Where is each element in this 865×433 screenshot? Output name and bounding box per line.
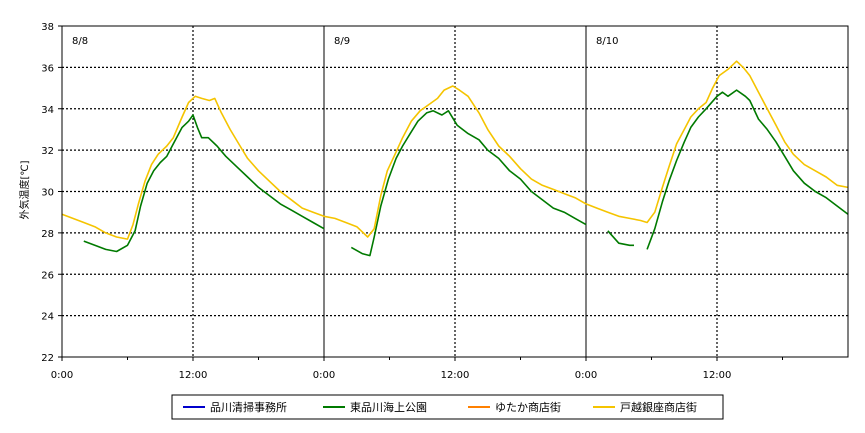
y-tick-label: 32 <box>41 146 54 157</box>
day-label: 8/8 <box>72 36 88 47</box>
x-tick-label: 0:00 <box>575 370 597 381</box>
y-axis-label: 外気温度[℃] <box>18 160 31 219</box>
y-tick-label: 28 <box>41 229 54 240</box>
y-tick-label: 26 <box>41 270 54 281</box>
y-tick-label: 22 <box>41 353 54 364</box>
legend-box <box>171 394 724 420</box>
y-tick-label: 38 <box>41 22 54 33</box>
day-label: 8/9 <box>334 36 350 47</box>
legend-label-2: ゆたか商店街 <box>495 400 561 414</box>
plot-frame <box>61 25 849 358</box>
x-tick-label: 12:00 <box>441 370 470 381</box>
day-label: 8/10 <box>596 36 618 47</box>
legend-label-3: 戸越銀座商店街 <box>620 400 697 414</box>
series-line-1 <box>83 89 849 257</box>
x-tick-label: 12:00 <box>703 370 732 381</box>
y-tick-label: 34 <box>41 105 54 116</box>
x-tick-label: 0:00 <box>313 370 335 381</box>
y-tick-label: 24 <box>41 312 54 323</box>
x-tick-label: 0:00 <box>51 370 73 381</box>
x-tick-label: 12:00 <box>179 370 208 381</box>
plot-area: 22 24 26 28 30 32 34 36 38 0:00 12:00 0:00 12:00 0:00… <box>41 22 849 381</box>
y-tick-label: 30 <box>41 188 54 199</box>
legend: 品川清掃事務所 東品川海上公園 ゆたか商店街 戸越銀座商店街 <box>171 394 724 420</box>
y-tick-label: 36 <box>41 63 54 74</box>
series-line-3 <box>61 60 849 240</box>
legend-label-0: 品川清掃事務所 <box>210 400 287 414</box>
legend-label-1: 東品川海上公園 <box>350 400 427 414</box>
